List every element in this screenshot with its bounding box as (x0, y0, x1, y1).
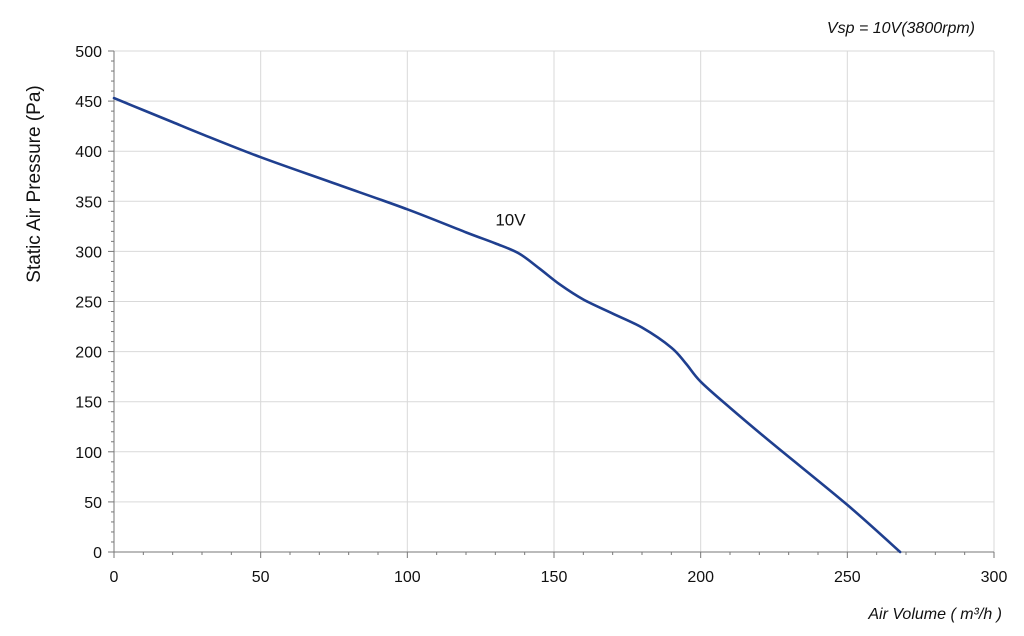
y-tick-label: 150 (75, 395, 102, 412)
y-tick-labels: 0 50 100 150 200 250 300 350 400 450 500 (75, 44, 102, 562)
x-tick-label: 300 (981, 569, 1008, 586)
y-tick-label: 0 (93, 545, 102, 562)
gridlines (113, 50, 995, 553)
x-tick-label: 250 (834, 569, 861, 586)
y-tick-label: 250 (75, 295, 102, 312)
x-tick-label: 100 (394, 569, 421, 586)
x-tick-label: 200 (687, 569, 714, 586)
series-line-10v (112, 96, 902, 554)
y-tick-label: 400 (75, 144, 102, 161)
series-lines (112, 96, 902, 554)
chart-subtitle: Vsp = 10V(3800rpm) (827, 20, 975, 37)
series-annotation-label: 10V (495, 210, 526, 229)
x-tick-label: 0 (110, 569, 119, 586)
x-tick-label: 150 (541, 569, 568, 586)
annotations: 10V (495, 210, 526, 229)
y-tick-label: 450 (75, 94, 102, 111)
y-tick-label: 50 (84, 495, 102, 512)
y-tick-label: 350 (75, 194, 102, 211)
y-tick-label: 300 (75, 244, 102, 261)
y-tick-label: 200 (75, 345, 102, 362)
x-tick-label: 50 (252, 569, 270, 586)
y-tick-label: 500 (75, 44, 102, 61)
x-tick-labels: 0 50 100 150 200 250 300 (110, 569, 1008, 586)
minor-ticks (108, 50, 995, 558)
y-axis-title: Static Air Pressure (Pa) (24, 85, 45, 282)
y-tick-label: 100 (75, 445, 102, 462)
x-axis-title: Air Volume ( m³/h ) (867, 606, 1002, 623)
